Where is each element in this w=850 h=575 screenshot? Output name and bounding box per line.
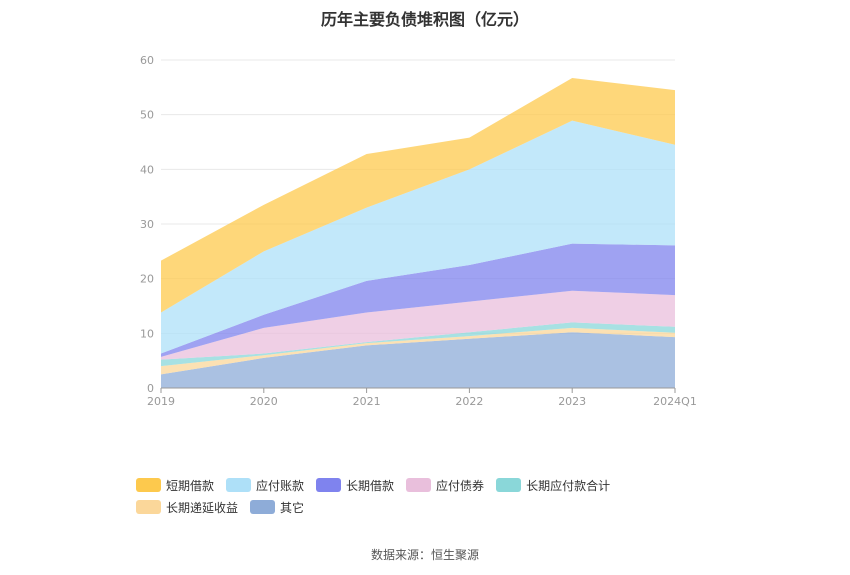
y-tick-label: 30 [140, 218, 154, 231]
legend-label: 应付债券 [436, 478, 485, 493]
area-series-其它[interactable] [161, 332, 675, 388]
x-tick-label: 2020 [250, 395, 278, 408]
legend-item[interactable]: 应付债券 [406, 474, 484, 496]
legend-item[interactable]: 短期借款 [136, 474, 214, 496]
y-tick-label: 60 [140, 54, 154, 67]
legend-item[interactable]: 长期借款 [316, 474, 394, 496]
legend-item[interactable]: 长期应付款合计 [496, 474, 610, 496]
legend-label: 短期借款 [166, 478, 215, 493]
legend-swatch [136, 478, 161, 492]
area-series-group [161, 78, 675, 388]
area-series-短期借款[interactable] [161, 78, 675, 313]
legend-swatch [250, 500, 276, 514]
x-tick-label: 2021 [353, 395, 381, 408]
legend-swatch [226, 478, 252, 492]
chart-title: 历年主要负债堆积图（亿元） [320, 10, 529, 29]
x-tick-label: 2024Q1 [653, 395, 697, 408]
y-tick-label: 20 [140, 273, 154, 286]
y-tick-label: 0 [147, 382, 154, 395]
area-series-应付债券[interactable] [161, 290, 675, 360]
x-tick-label: 2022 [455, 395, 483, 408]
legend-item[interactable]: 其它 [250, 496, 304, 518]
x-tick-label: 2019 [147, 395, 175, 408]
source-note: 数据来源：恒生聚源 [370, 548, 479, 562]
legend-label: 长期递延收益 [166, 500, 239, 515]
y-tick-label: 50 [140, 109, 154, 122]
legend-swatch [406, 478, 432, 492]
legend-swatch [316, 478, 342, 492]
legend-label: 应付账款 [256, 478, 305, 493]
legend: 短期借款 应付账款 长期借款 应付债券 长期应付款合计长期递延收益 其它 [136, 474, 736, 518]
legend-label: 长期应付款合计 [526, 478, 611, 493]
legend-item[interactable]: 长期递延收益 [136, 496, 238, 518]
y-tick-label: 40 [140, 163, 154, 176]
legend-swatch [136, 500, 161, 514]
area-series-长期递延收益[interactable] [161, 327, 675, 375]
area-series-长期借款[interactable] [161, 243, 675, 357]
x-tick-label: 2023 [558, 395, 586, 408]
legend-label: 其它 [280, 500, 305, 515]
legend-label: 长期借款 [346, 478, 395, 493]
legend-item[interactable]: 应付账款 [226, 474, 304, 496]
legend-swatch [496, 478, 522, 492]
axes: 0 10 20 30 40 50 60 2019 2020 2021 2022 2023 2024Q1 [140, 54, 697, 408]
area-series-应付账款[interactable] [161, 120, 675, 354]
area-series-长期应付款合计[interactable] [161, 322, 675, 367]
y-tick-label: 10 [140, 327, 154, 340]
